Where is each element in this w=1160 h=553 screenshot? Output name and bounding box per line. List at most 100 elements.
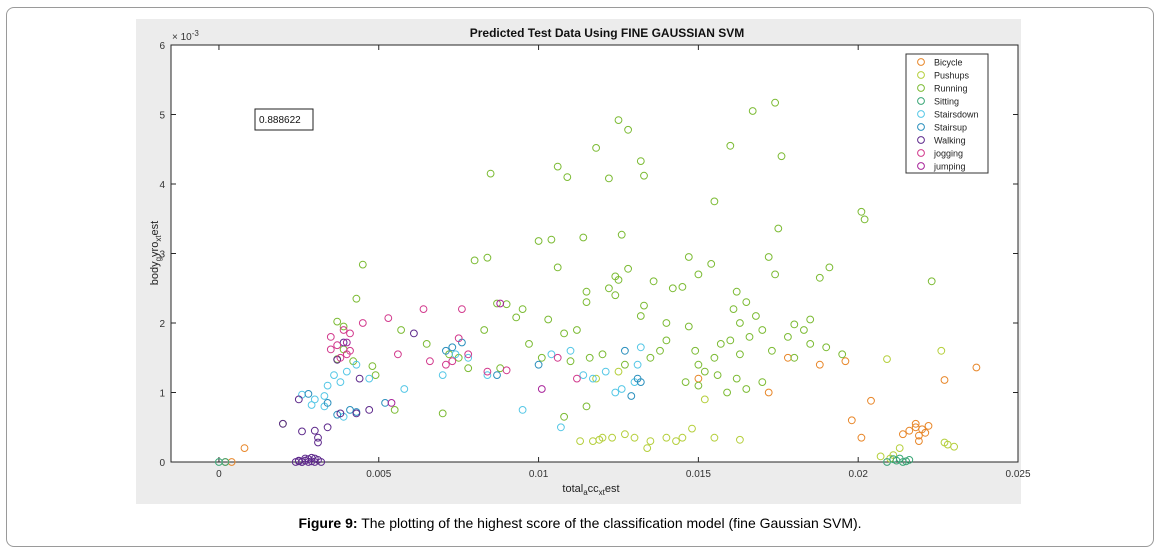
chart-title: Predicted Test Data Using FINE GAUSSIAN … [470, 26, 745, 40]
data-point [662, 319, 671, 327]
data-point [742, 385, 751, 393]
data-point [927, 277, 936, 286]
data-point [937, 346, 946, 355]
legend-marker [917, 71, 925, 79]
data-point [400, 385, 409, 393]
data-point [576, 437, 584, 446]
data-point [656, 346, 664, 355]
data-point [646, 353, 655, 362]
data-point [525, 340, 533, 348]
data-point [390, 406, 399, 414]
data-point [777, 152, 786, 161]
data-point [448, 357, 457, 366]
data-point [732, 287, 741, 296]
data-point [691, 346, 700, 355]
data-point [384, 314, 393, 323]
data-point [921, 428, 930, 437]
data-point [342, 338, 351, 347]
legend-label: Stairsup [934, 123, 967, 133]
data-point [317, 458, 326, 466]
data-point [758, 326, 767, 334]
data-point [592, 144, 600, 152]
data-point [502, 366, 511, 375]
data-point [710, 353, 719, 362]
data-point [483, 371, 492, 380]
data-point [614, 367, 623, 376]
data-point [310, 454, 319, 463]
data-point [684, 253, 693, 261]
data-point [589, 374, 597, 383]
data-point [611, 291, 620, 300]
data-point [464, 353, 473, 362]
data-point [582, 298, 591, 307]
data-point [860, 215, 869, 224]
data-point [560, 329, 568, 338]
data-point [700, 395, 709, 404]
data-point [611, 388, 620, 397]
data-point [304, 390, 313, 398]
data-point [483, 367, 492, 376]
data-point [624, 264, 632, 273]
data-point [579, 371, 588, 380]
data-point [518, 406, 527, 414]
data-point [442, 346, 450, 355]
legend-label: Bicycle [934, 58, 963, 68]
data-point [537, 353, 546, 362]
data-point [330, 371, 338, 380]
data-point [617, 230, 626, 239]
data-point [566, 357, 575, 366]
data-point [333, 341, 342, 350]
data-point [915, 437, 923, 446]
data-point [557, 423, 565, 432]
data-point [771, 270, 779, 279]
legend-marker [917, 58, 925, 66]
data-point [752, 312, 760, 320]
y-tick-label: 3 [159, 250, 165, 261]
data-point [323, 381, 332, 390]
annotation-value: 0.888622 [259, 115, 301, 126]
data-point [627, 392, 636, 400]
data-point [346, 329, 354, 338]
data-point [841, 357, 850, 366]
series-stairsdown [298, 343, 645, 432]
data-point [710, 433, 719, 442]
data-point [621, 430, 629, 439]
data-point [336, 378, 345, 387]
data-point [279, 419, 287, 428]
data-point [298, 427, 306, 436]
data-point [221, 458, 230, 466]
data-point [365, 406, 374, 414]
data-point [764, 388, 773, 397]
data-point [422, 340, 431, 348]
data-point [883, 355, 891, 364]
data-point [764, 253, 773, 261]
data-point [736, 319, 744, 327]
data-point [867, 396, 875, 405]
data-point [314, 438, 322, 447]
data-point [633, 360, 642, 369]
legend-marker [917, 162, 925, 170]
data-point [547, 350, 556, 359]
data-point [876, 452, 885, 461]
legend-marker [917, 110, 925, 118]
data-point [640, 301, 648, 310]
data-point [387, 399, 396, 407]
data-point [745, 333, 754, 341]
caption-label: Figure 9: [298, 515, 358, 531]
data-point [451, 350, 460, 359]
data-point [323, 423, 332, 432]
x-tick-label: 0.005 [366, 469, 391, 480]
plot-area [170, 44, 1019, 463]
data-point [678, 283, 687, 291]
data-point [240, 444, 249, 453]
legend: Bicycle Pushups Running Sitting Stairsdown St… [905, 53, 989, 174]
data-point [534, 360, 543, 369]
legend-item: Running [917, 84, 968, 94]
data-point [573, 326, 581, 334]
data-point [294, 456, 303, 465]
data-point [358, 260, 367, 269]
data-point [480, 326, 489, 334]
data-point [544, 315, 553, 324]
data-point [605, 284, 613, 293]
data-point [547, 235, 556, 244]
